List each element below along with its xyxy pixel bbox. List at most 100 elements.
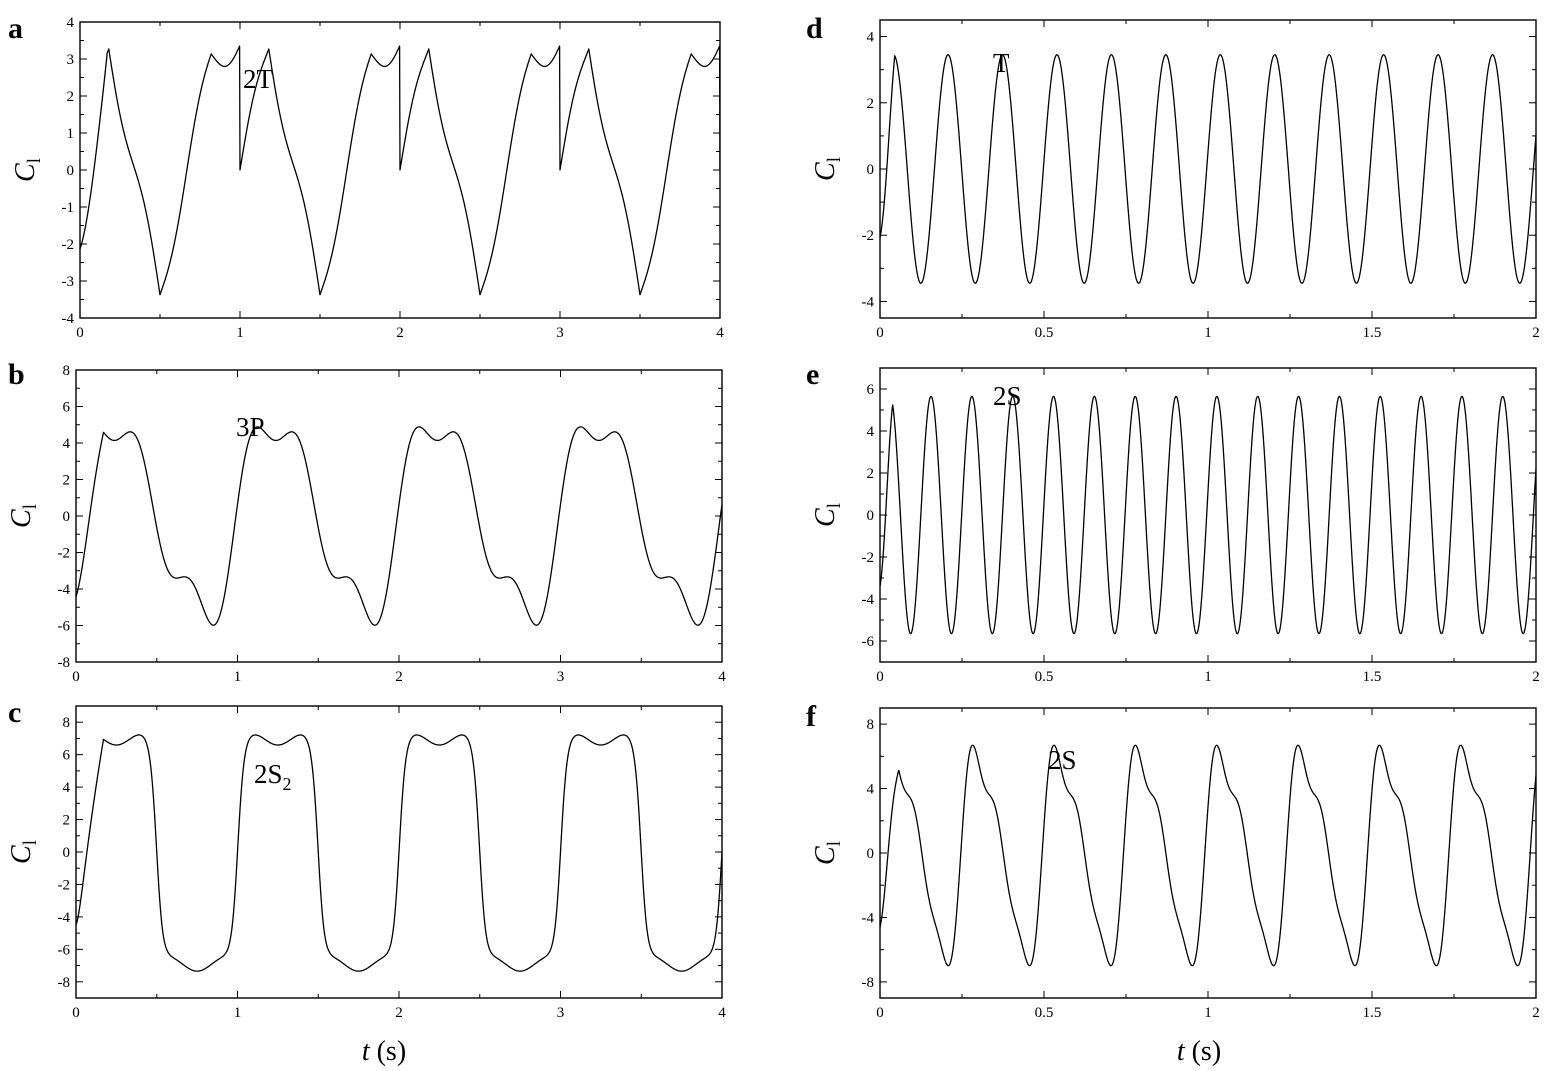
x-axis-label-left: t (s): [362, 1036, 406, 1067]
x-tick-label: 2: [395, 1005, 403, 1021]
y-tick-label: 0: [867, 162, 875, 178]
y-tick-label: 1: [67, 126, 75, 142]
y-tick-label: 4: [867, 782, 875, 798]
x-tick-label: 4: [718, 669, 726, 685]
panel-letter-a: a: [8, 12, 23, 45]
y-tick-label: -4: [62, 311, 75, 327]
series-line-d: [880, 54, 1536, 284]
series-line-a: [80, 45, 720, 296]
mode-annotation-b: 3P: [236, 412, 265, 442]
y-tick-label: 3: [67, 52, 75, 68]
x-tick-label: 2: [1532, 1005, 1540, 1021]
y-tick-label: 0: [63, 509, 71, 525]
panels: 0 1 2 3 4 -4 -3 -2 -1 0 1 2 3 4 Cl a 2 T 0 1 2 3 4 -8 -6 -4 -2 0 2 4 6…: [6, 12, 1540, 1021]
y-tick-label: -2: [62, 237, 75, 253]
y-tick-label: 6: [63, 400, 71, 416]
y-tick-label: 2: [63, 813, 71, 829]
y-tick-label: 4: [63, 780, 71, 796]
y-tick-label: 2: [67, 89, 75, 105]
y-tick-label: 0: [867, 846, 875, 862]
series-line-c: [76, 734, 722, 972]
series-line-e: [880, 395, 1536, 635]
y-tick-label: 4: [63, 436, 71, 452]
y-axis-label-d: Cl: [810, 157, 845, 181]
panel-letter-e: e: [806, 358, 819, 391]
y-tick-label: -8: [862, 975, 875, 991]
y-axis-label-a: Cl: [10, 158, 45, 182]
y-tick-label: 6: [63, 748, 71, 764]
series-line-f: [880, 744, 1536, 967]
plot-frame-f: [879, 707, 1537, 999]
y-tick-label: -6: [862, 634, 875, 650]
x-tick-label: 1: [236, 325, 244, 341]
panel-b: 0 1 2 3 4 -8 -6 -4 -2 0 2 4 6 8 Cl b 3P: [6, 358, 726, 685]
y-tick-label: 2: [867, 466, 875, 482]
x-tick-label: 0.5: [1035, 669, 1054, 685]
x-tick-label: 1.5: [1363, 669, 1382, 685]
y-tick-label: -2: [862, 550, 875, 566]
x-tick-label: 4: [718, 1005, 726, 1021]
x-tick-label: 1.5: [1363, 325, 1382, 341]
mode-annotation-c: 2S2: [254, 759, 292, 794]
x-tick-label: 1.5: [1363, 1005, 1382, 1021]
y-axis-label-b: Cl: [6, 504, 41, 528]
x-tick-label: 2: [396, 325, 404, 341]
x-tick-label: 0.5: [1035, 1005, 1054, 1021]
y-axis-label-f: Cl: [810, 841, 845, 865]
y-tick-label: -3: [62, 274, 75, 290]
y-tick-label: 0: [63, 845, 71, 861]
x-tick-label: 2: [395, 669, 403, 685]
panel-letter-f: f: [806, 700, 817, 733]
x-tick-label: 1: [234, 1005, 242, 1021]
x-tick-label: 0: [76, 325, 84, 341]
x-tick-label: 0.5: [1035, 325, 1054, 341]
y-axis-label-c: Cl: [6, 840, 41, 864]
panel-a: 0 1 2 3 4 -4 -3 -2 -1 0 1 2 3 4 Cl a 2T: [8, 12, 724, 341]
y-tick-label: 8: [63, 363, 71, 379]
x-tick-label: 3: [557, 669, 565, 685]
series-line-b: [76, 426, 722, 626]
panel-letter-b: b: [8, 358, 25, 391]
y-tick-label: -8: [58, 975, 71, 991]
y-tick-label: 4: [67, 15, 75, 31]
x-tick-label: 1: [1204, 669, 1212, 685]
y-tick-label: 4: [867, 424, 875, 440]
y-tick-label: -4: [862, 294, 875, 310]
x-tick-label: 3: [556, 325, 564, 341]
panel-d: 0 0.5 1 1.5 2 -4 -2 0 2 4 Cl d T: [806, 12, 1540, 341]
y-tick-label: -6: [58, 942, 71, 958]
y-tick-label: -4: [862, 592, 875, 608]
x-tick-label: 0: [876, 1005, 884, 1021]
y-axis-label-e: Cl: [810, 503, 845, 527]
panel-c: 0 1 2 3 4 -8 -6 -4 -2 0 2 4 6 8 Cl c 2S2: [6, 696, 726, 1021]
y-tick-label: -1: [62, 200, 75, 216]
mode-annotation-e: 2S: [993, 381, 1022, 411]
x-tick-label: 3: [557, 1005, 565, 1021]
y-tick-label: -2: [58, 546, 71, 562]
x-tick-label: 0: [72, 669, 80, 685]
x-tick-label: 0: [876, 669, 884, 685]
mode-annotation-d: T: [993, 48, 1010, 78]
y-tick-label: 0: [867, 508, 875, 524]
y-tick-label: 6: [867, 382, 875, 398]
y-tick-label: 8: [867, 717, 875, 733]
x-tick-label: 2: [1532, 325, 1540, 341]
y-tick-label: -4: [58, 582, 71, 598]
y-tick-label: -4: [58, 910, 71, 926]
x-tick-label: 1: [1204, 1005, 1212, 1021]
mode-annotation-f: 2S: [1048, 745, 1077, 775]
y-tick-label: -6: [58, 619, 71, 635]
y-tick-label: -2: [58, 877, 71, 893]
y-tick-label: 0: [67, 163, 75, 179]
y-tick-label: 2: [867, 96, 875, 112]
x-tick-label: 0: [72, 1005, 80, 1021]
x-tick-label: 1: [234, 669, 242, 685]
panel-letter-c: c: [8, 696, 21, 729]
x-tick-label: 1: [1204, 325, 1212, 341]
x-tick-label: 4: [716, 325, 724, 341]
plot-frame-b: [75, 369, 723, 663]
y-tick-label: -4: [862, 910, 875, 926]
y-tick-label: -8: [58, 655, 71, 671]
y-tick-label: 2: [63, 473, 71, 489]
